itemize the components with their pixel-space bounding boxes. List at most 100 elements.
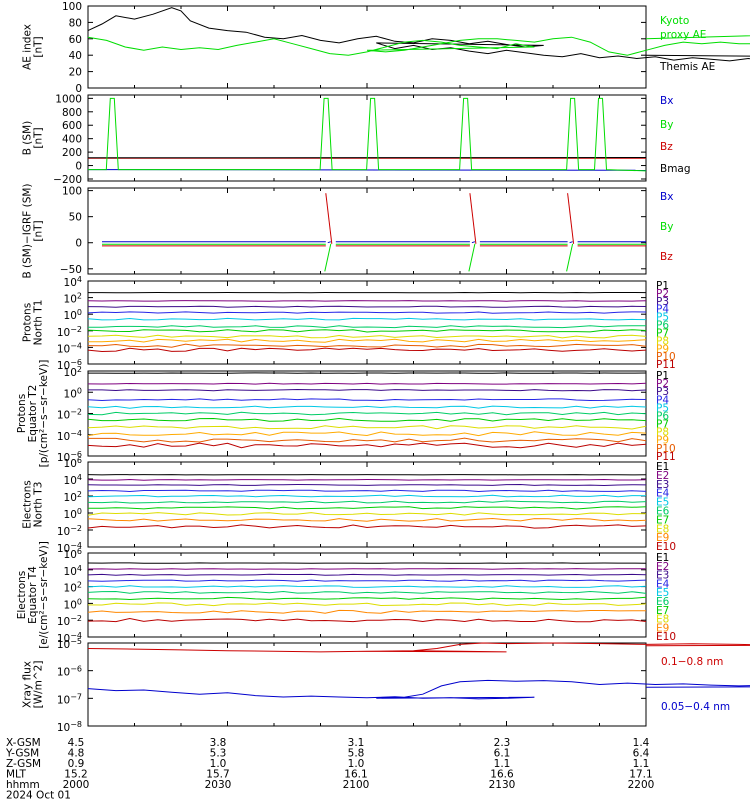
legend-entry: By: [660, 221, 673, 233]
channel-line: [87, 329, 647, 333]
footer-value: 5.8: [348, 748, 365, 760]
y-tick-label: 800: [62, 107, 82, 119]
channel-line: [87, 609, 647, 614]
footer-value: 0.9: [68, 758, 85, 770]
y-tick-label: 104: [64, 473, 82, 487]
y-tick-label: 0: [75, 238, 82, 250]
series-line: [87, 7, 750, 62]
footer-value: 4.8: [68, 748, 85, 760]
legend-entry: P4: [656, 394, 669, 406]
channel-line: [87, 617, 647, 623]
legend-entry: P5: [656, 402, 669, 414]
y-tick-label: 100: [64, 507, 82, 521]
y-tick-label: 200: [62, 147, 82, 159]
y-tick-label: 10−4: [57, 341, 82, 355]
legend-entry: Bz: [660, 251, 673, 263]
legend-entry: 0.05−0.4 nm: [661, 701, 730, 713]
y-tick-label: 10−2: [57, 325, 82, 339]
legend-entry: E9: [656, 622, 669, 634]
series-line: [87, 642, 750, 653]
legend-entry: P5: [656, 312, 669, 324]
legend-entry: Bx: [660, 191, 673, 203]
legend-entry: P9: [656, 435, 669, 447]
footer-value: 2200: [628, 779, 655, 791]
legend-entry: P3: [656, 296, 669, 308]
y-tick-label: 50: [69, 212, 82, 224]
y-tick-label: −50: [60, 264, 82, 276]
y-axis-label: AE index: [22, 24, 34, 70]
legend-entry: Bmag: [660, 163, 691, 175]
channel-line: [87, 489, 647, 493]
footer-value: 6.1: [494, 748, 511, 760]
y-tick-label: 100: [64, 308, 82, 322]
channel-line: [87, 494, 647, 498]
y-tick-label: 100: [64, 386, 82, 400]
legend-entry: P1: [656, 370, 669, 382]
channel-line: [88, 437, 647, 443]
y-tick-label: 10−4: [57, 541, 82, 555]
y-axis-label: North T1: [33, 300, 45, 346]
footer-value: 2130: [489, 779, 516, 791]
legend-entry: Themis AE: [659, 61, 715, 73]
footer-value: 6.4: [633, 748, 650, 760]
y-tick-label: 10−6: [57, 665, 82, 679]
legend-entry: E3: [656, 479, 669, 491]
bz-excursion: [469, 193, 477, 244]
legend-entry: P11: [656, 451, 676, 463]
y-tick-label: 104: [64, 275, 82, 289]
y-tick-label: 10−7: [57, 692, 82, 706]
legend-entry: P8: [656, 427, 669, 439]
footer-table: X-GSM 4.5 3.8 3.1 2.3 1.4 Y-GSM 4.8 5.3 5.8 6.1 6.4…: [5, 737, 654, 800]
channel-line: [87, 483, 647, 487]
y-tick-label: 600: [62, 120, 82, 132]
footer-value: 16.6: [490, 769, 514, 781]
bz-excursion: [325, 193, 333, 244]
footer-value: 3.8: [210, 737, 227, 749]
y-tick-label: 0: [75, 83, 82, 95]
y-tick-label: 10−6: [57, 450, 82, 464]
panel-7: Electrons Equator T4 [e/(cm²−s−sr−keV)] 10−…: [16, 541, 676, 649]
channel-line: [87, 334, 647, 339]
panel-1: AE index [nT] 0 20 40 60 80 100 Kyoto proxy AE The…: [22, 1, 750, 95]
legend-entry: E9: [656, 532, 669, 544]
legend-entry: Bz: [660, 141, 673, 153]
footer-value: 15.2: [64, 769, 87, 781]
by-excursion: [324, 243, 332, 272]
y-tick-label: 10−4: [57, 429, 82, 443]
legend-entry: E1: [656, 461, 669, 473]
legend-entry: E2: [656, 470, 669, 482]
by-excursion: [566, 243, 574, 272]
y-tick-label: 10−6: [57, 358, 82, 372]
channel-line: [87, 417, 647, 422]
legend-entry: P8: [656, 335, 669, 347]
y-axis-label: Equator T2: [27, 385, 39, 443]
channel-line: [87, 425, 647, 430]
footer-value: 1.4: [633, 737, 650, 749]
legend-entry: E7: [656, 514, 669, 526]
footer-value: 4.5: [68, 737, 85, 749]
legend-entry: E5: [656, 497, 669, 509]
by-excursion: [468, 243, 476, 272]
footer-value: 2100: [343, 779, 370, 791]
channel-line: [87, 573, 647, 576]
legend-entry: E8: [656, 614, 669, 626]
legend-entry: Kyoto: [660, 15, 689, 27]
legend-entry: P6: [656, 410, 669, 422]
y-tick-label: 10−2: [57, 614, 82, 628]
legend-entry: P10: [656, 351, 676, 363]
channel-line: [87, 305, 647, 308]
channel-line: [87, 579, 647, 582]
y-axis-label: [nT]: [33, 36, 45, 57]
legend-entry: E3: [656, 570, 669, 582]
legend-entry: E7: [656, 605, 669, 617]
y-tick-label: 1000: [55, 93, 82, 105]
y-axis-label: Protons: [16, 394, 28, 433]
footer-row-label: Y-GSM: [5, 748, 39, 760]
footer-value: 2000: [63, 779, 90, 791]
channel-line: [87, 512, 647, 516]
y-tick-label: 20: [69, 67, 82, 79]
channel-line: [87, 311, 647, 314]
channel-line: [88, 338, 647, 343]
footer-row-label: MLT: [6, 769, 26, 781]
